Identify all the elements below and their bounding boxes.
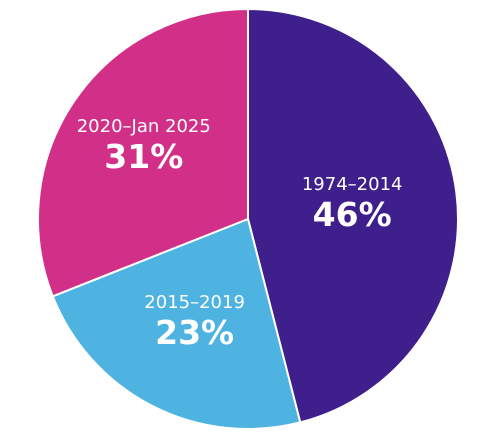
pie-slices — [37, 7, 459, 430]
slice-value-3: 31% — [104, 137, 183, 176]
slice-label-3: 2020–Jan 2025 — [77, 116, 211, 137]
slice-value-1: 46% — [313, 195, 392, 234]
slice-value-2: 23% — [155, 313, 234, 352]
slice-label-1: 1974–2014 — [302, 174, 403, 195]
pie-slice-3 — [37, 7, 249, 298]
slice-label-2: 2015–2019 — [144, 292, 245, 313]
pie-slice-1 — [247, 7, 459, 424]
pie-slice-2 — [51, 217, 302, 430]
